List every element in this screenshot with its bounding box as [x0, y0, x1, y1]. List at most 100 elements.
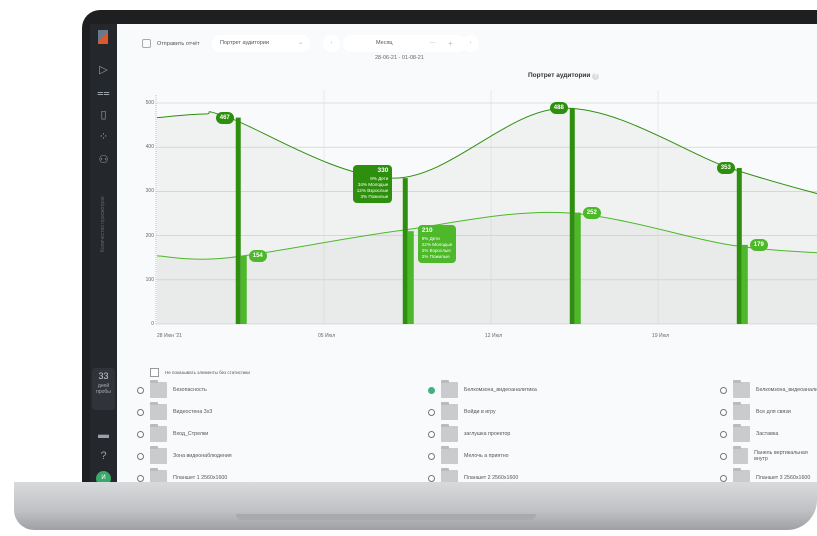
period-select[interactable]: Месяц — +	[343, 35, 466, 52]
document-icon[interactable]: ▯	[100, 109, 107, 121]
tooltip-line: 2% Взрослые	[421, 248, 451, 254]
bar	[402, 178, 408, 324]
item-label: Зона видеонаблюдения	[173, 453, 232, 459]
item-label: Панель вертикальная внутр	[754, 450, 808, 462]
data-label: 179	[749, 238, 768, 251]
x-tick-label: 05 Июл	[318, 333, 336, 339]
radio-button[interactable]	[137, 386, 144, 394]
chevron-down-icon: ⌄	[298, 40, 303, 46]
report-select-value: Портрет аудитории	[220, 40, 270, 46]
x-tick-label: 12 Июл	[485, 333, 503, 339]
monitor-icon[interactable]: ▬	[98, 429, 109, 441]
radio-button[interactable]	[137, 430, 144, 438]
trial-badge: 33 дней пробы	[92, 368, 115, 410]
item-label: Все для связи	[756, 409, 791, 415]
tooltip: 330 8% Дети 34% Молодые 12% Взрослые 3% Пожи…	[352, 165, 393, 204]
zoom-in-icon[interactable]: +	[448, 39, 453, 48]
folder-icon	[733, 380, 750, 398]
sidebar: ▷ ⩵ ▯ ⁘ ⚇ 33 дней пробы ▬ ? И	[90, 24, 117, 482]
tooltip-line: 34% Молодые	[357, 182, 389, 188]
bar	[235, 117, 241, 324]
bar	[574, 212, 581, 324]
radio-button[interactable]	[720, 430, 727, 438]
series-line	[156, 211, 817, 260]
list-item[interactable]: Белкомзона_видеоаналитик	[720, 380, 817, 399]
radio-button[interactable]	[137, 408, 144, 416]
tooltip-line: 12% Взрослые	[356, 188, 389, 194]
loader-icon[interactable]: ⁘	[98, 131, 109, 143]
download-icon	[142, 39, 151, 49]
folder-icon	[441, 402, 458, 420]
folder-icon	[441, 446, 458, 464]
tooltip-value: 210	[421, 227, 433, 235]
tooltip-line: 2% Пожилые	[421, 254, 450, 260]
info-icon[interactable]: ?	[592, 73, 600, 80]
y-tick-label: 500	[145, 100, 154, 106]
item-label: Заставка	[756, 431, 779, 437]
item-label: заглушка проектор	[464, 431, 511, 437]
prev-period-button[interactable]: ‹	[323, 35, 340, 52]
item-label: Планшет 1 2560x1600	[173, 475, 228, 481]
send-report-button[interactable]: Отправить отчёт	[138, 36, 208, 53]
list-item[interactable]: Вход_Стрелки	[137, 424, 208, 443]
tooltip-value: 330	[377, 167, 389, 175]
bar	[741, 244, 748, 324]
laptop-notch	[236, 514, 536, 520]
folder-icon	[150, 402, 167, 420]
bar	[407, 231, 414, 324]
list-item[interactable]: Панель вертикальная внутр	[720, 446, 817, 465]
next-period-button[interactable]: ›	[462, 35, 479, 52]
y-tick-label: 0	[151, 321, 154, 327]
list-item[interactable]: Мелочь а приятно	[428, 446, 509, 465]
list-item[interactable]: Белкомзона_видеоаналитика	[428, 380, 537, 399]
item-label: Безопасность	[173, 387, 207, 393]
folder-icon	[150, 424, 167, 442]
radio-button[interactable]	[137, 474, 144, 482]
radio-button[interactable]	[428, 408, 435, 416]
list-item[interactable]: Видеостена 3x3	[137, 402, 212, 421]
list-item[interactable]: Все для связи	[720, 402, 791, 421]
date-range: 28-06-21 - 01-08-21	[375, 55, 424, 61]
list-item[interactable]: Войди в игру	[428, 402, 496, 421]
radio-button[interactable]	[720, 452, 727, 460]
item-label: Белкомзона_видеоаналитика	[464, 387, 537, 393]
radio-button[interactable]	[428, 386, 435, 394]
data-label: 252	[582, 206, 601, 219]
tooltip-line: 22% Молодые	[421, 242, 453, 248]
radio-button[interactable]	[428, 430, 435, 438]
chart-title: Портрет аудитории ?	[528, 72, 600, 80]
hide-empty-checkbox[interactable]: Не показывать элементы без статистики	[150, 368, 250, 377]
play-icon[interactable]: ▷	[99, 64, 108, 76]
list-item[interactable]: заглушка проектор	[428, 424, 511, 443]
avatar[interactable]: И	[96, 471, 111, 482]
data-label: 154	[248, 249, 267, 262]
radio-button[interactable]	[720, 386, 727, 394]
list-item[interactable]: Зона видеонаблюдения	[137, 446, 232, 465]
item-label: Мелочь а приятно	[464, 453, 509, 459]
checkbox[interactable]	[150, 368, 159, 377]
help-icon[interactable]: ?	[100, 450, 107, 462]
radio-button[interactable]	[428, 452, 435, 460]
folder-icon	[733, 424, 750, 442]
tooltip-line: 9% Дети	[421, 236, 440, 242]
radio-button[interactable]	[137, 452, 144, 460]
list-item[interactable]: Безопасность	[137, 380, 207, 399]
tooltip-line: 3% Пожилые	[360, 194, 389, 200]
filter-icon[interactable]: ⩵	[97, 87, 110, 99]
radio-button[interactable]	[720, 408, 727, 416]
list-item[interactable]: Заставка	[720, 424, 779, 443]
user-icon[interactable]: ⚇	[98, 154, 109, 166]
report-select[interactable]: Портрет аудитории ⌄	[212, 35, 310, 52]
series-area	[157, 212, 817, 324]
laptop-base	[14, 482, 817, 530]
data-label: 467	[215, 111, 234, 124]
trial-label: дней пробы	[96, 383, 111, 395]
bar	[736, 167, 742, 324]
radio-button[interactable]	[720, 474, 727, 482]
tooltip: 210 9% Дети 22% Молодые 2% Взрослые 2% Пожил…	[417, 225, 457, 264]
data-label: 353	[716, 161, 735, 174]
radio-button[interactable]	[428, 474, 435, 482]
logo-icon	[98, 30, 108, 44]
zoom-out-icon[interactable]: —	[430, 40, 436, 46]
folder-icon	[150, 380, 167, 398]
